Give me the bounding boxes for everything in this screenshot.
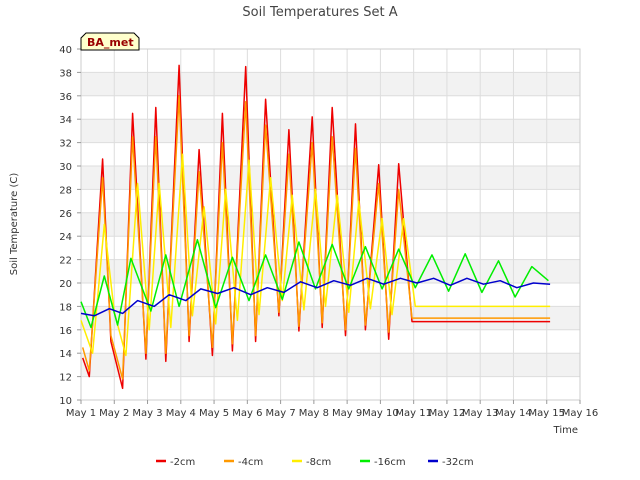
y-tick-label: 16 xyxy=(59,326,72,337)
legend: -2cm -4cm -8cm -16cm -32cm xyxy=(156,457,474,468)
legend-label: -2cm xyxy=(170,457,195,468)
x-tick-label: May 15 xyxy=(528,408,565,419)
y-tick-label: 28 xyxy=(59,185,72,196)
badge-shape xyxy=(80,32,140,51)
series-line-32cm xyxy=(80,277,551,317)
plot-band xyxy=(81,283,580,307)
badge-label: BA_met xyxy=(87,36,134,49)
series-lines xyxy=(80,64,551,390)
x-tick-label: May 14 xyxy=(495,408,532,419)
x-tick-label: May 1 xyxy=(66,408,96,419)
legend-label: -8cm xyxy=(306,457,331,468)
y-tick-label: 34 xyxy=(59,115,72,126)
y-axis-title: Soil Temperature (C) xyxy=(9,173,20,276)
y-tick-label: 24 xyxy=(59,232,72,243)
y-tick-label: 30 xyxy=(59,162,72,173)
plot-band xyxy=(81,376,580,400)
plot-band xyxy=(81,329,580,354)
x-tick-label: May 6 xyxy=(232,408,262,419)
chart-title: Soil Temperatures Set A xyxy=(242,5,397,20)
x-tick-label: May 4 xyxy=(166,408,196,419)
x-axis-title: Time xyxy=(553,425,578,436)
x-tick-label: May 9 xyxy=(332,408,362,419)
x-tick-label: May 12 xyxy=(429,408,466,419)
y-tick-label: 12 xyxy=(59,373,72,384)
x-tick-label: May 7 xyxy=(265,408,295,419)
x-tick-label: May 13 xyxy=(462,408,499,419)
x-tick-label: May 8 xyxy=(299,408,329,419)
y-tick-label: 20 xyxy=(59,279,72,290)
plot-band xyxy=(81,49,580,73)
series-line-16cm xyxy=(80,238,549,329)
x-tick-label: May 3 xyxy=(132,408,162,419)
x-axis-ticks: May 1 May 2 May 3 May 4 May 5 May 6 May 7 May 8… xyxy=(66,400,598,419)
y-tick-label: 36 xyxy=(59,92,72,103)
legend-label: -4cm xyxy=(238,457,263,468)
y-tick-label: 10 xyxy=(59,396,72,407)
plot-frame xyxy=(80,48,581,401)
x-tick-label: May 2 xyxy=(99,408,129,419)
legend-label: -32cm xyxy=(442,457,474,468)
plot-band xyxy=(81,72,580,96)
y-tick-label: 40 xyxy=(59,45,72,56)
y-tick-label: 22 xyxy=(59,256,72,267)
series-line-8cm xyxy=(80,153,551,357)
plot-band xyxy=(81,189,580,213)
plot-band xyxy=(81,306,580,330)
y-tick-label: 14 xyxy=(59,349,72,360)
x-tick-label: May 11 xyxy=(395,408,432,419)
y-tick-label: 18 xyxy=(59,302,72,313)
x-tick-label: May 16 xyxy=(562,408,599,419)
y-tick-label: 38 xyxy=(59,68,72,79)
x-tick-label: May 10 xyxy=(362,408,399,419)
y-tick-label: 26 xyxy=(59,209,72,220)
plot-band xyxy=(81,95,580,120)
x-tick-label: May 5 xyxy=(199,408,229,419)
plot-band xyxy=(81,353,580,377)
series-line-4cm xyxy=(81,95,551,380)
y-axis-ticks: 10 12 14 16 18 20 22 24 26 28 30 32 34 36 38 40 xyxy=(59,45,81,407)
legend-label: -16cm xyxy=(374,457,406,468)
station-badge: BA_met xyxy=(80,32,140,51)
y-tick-label: 32 xyxy=(59,139,72,150)
